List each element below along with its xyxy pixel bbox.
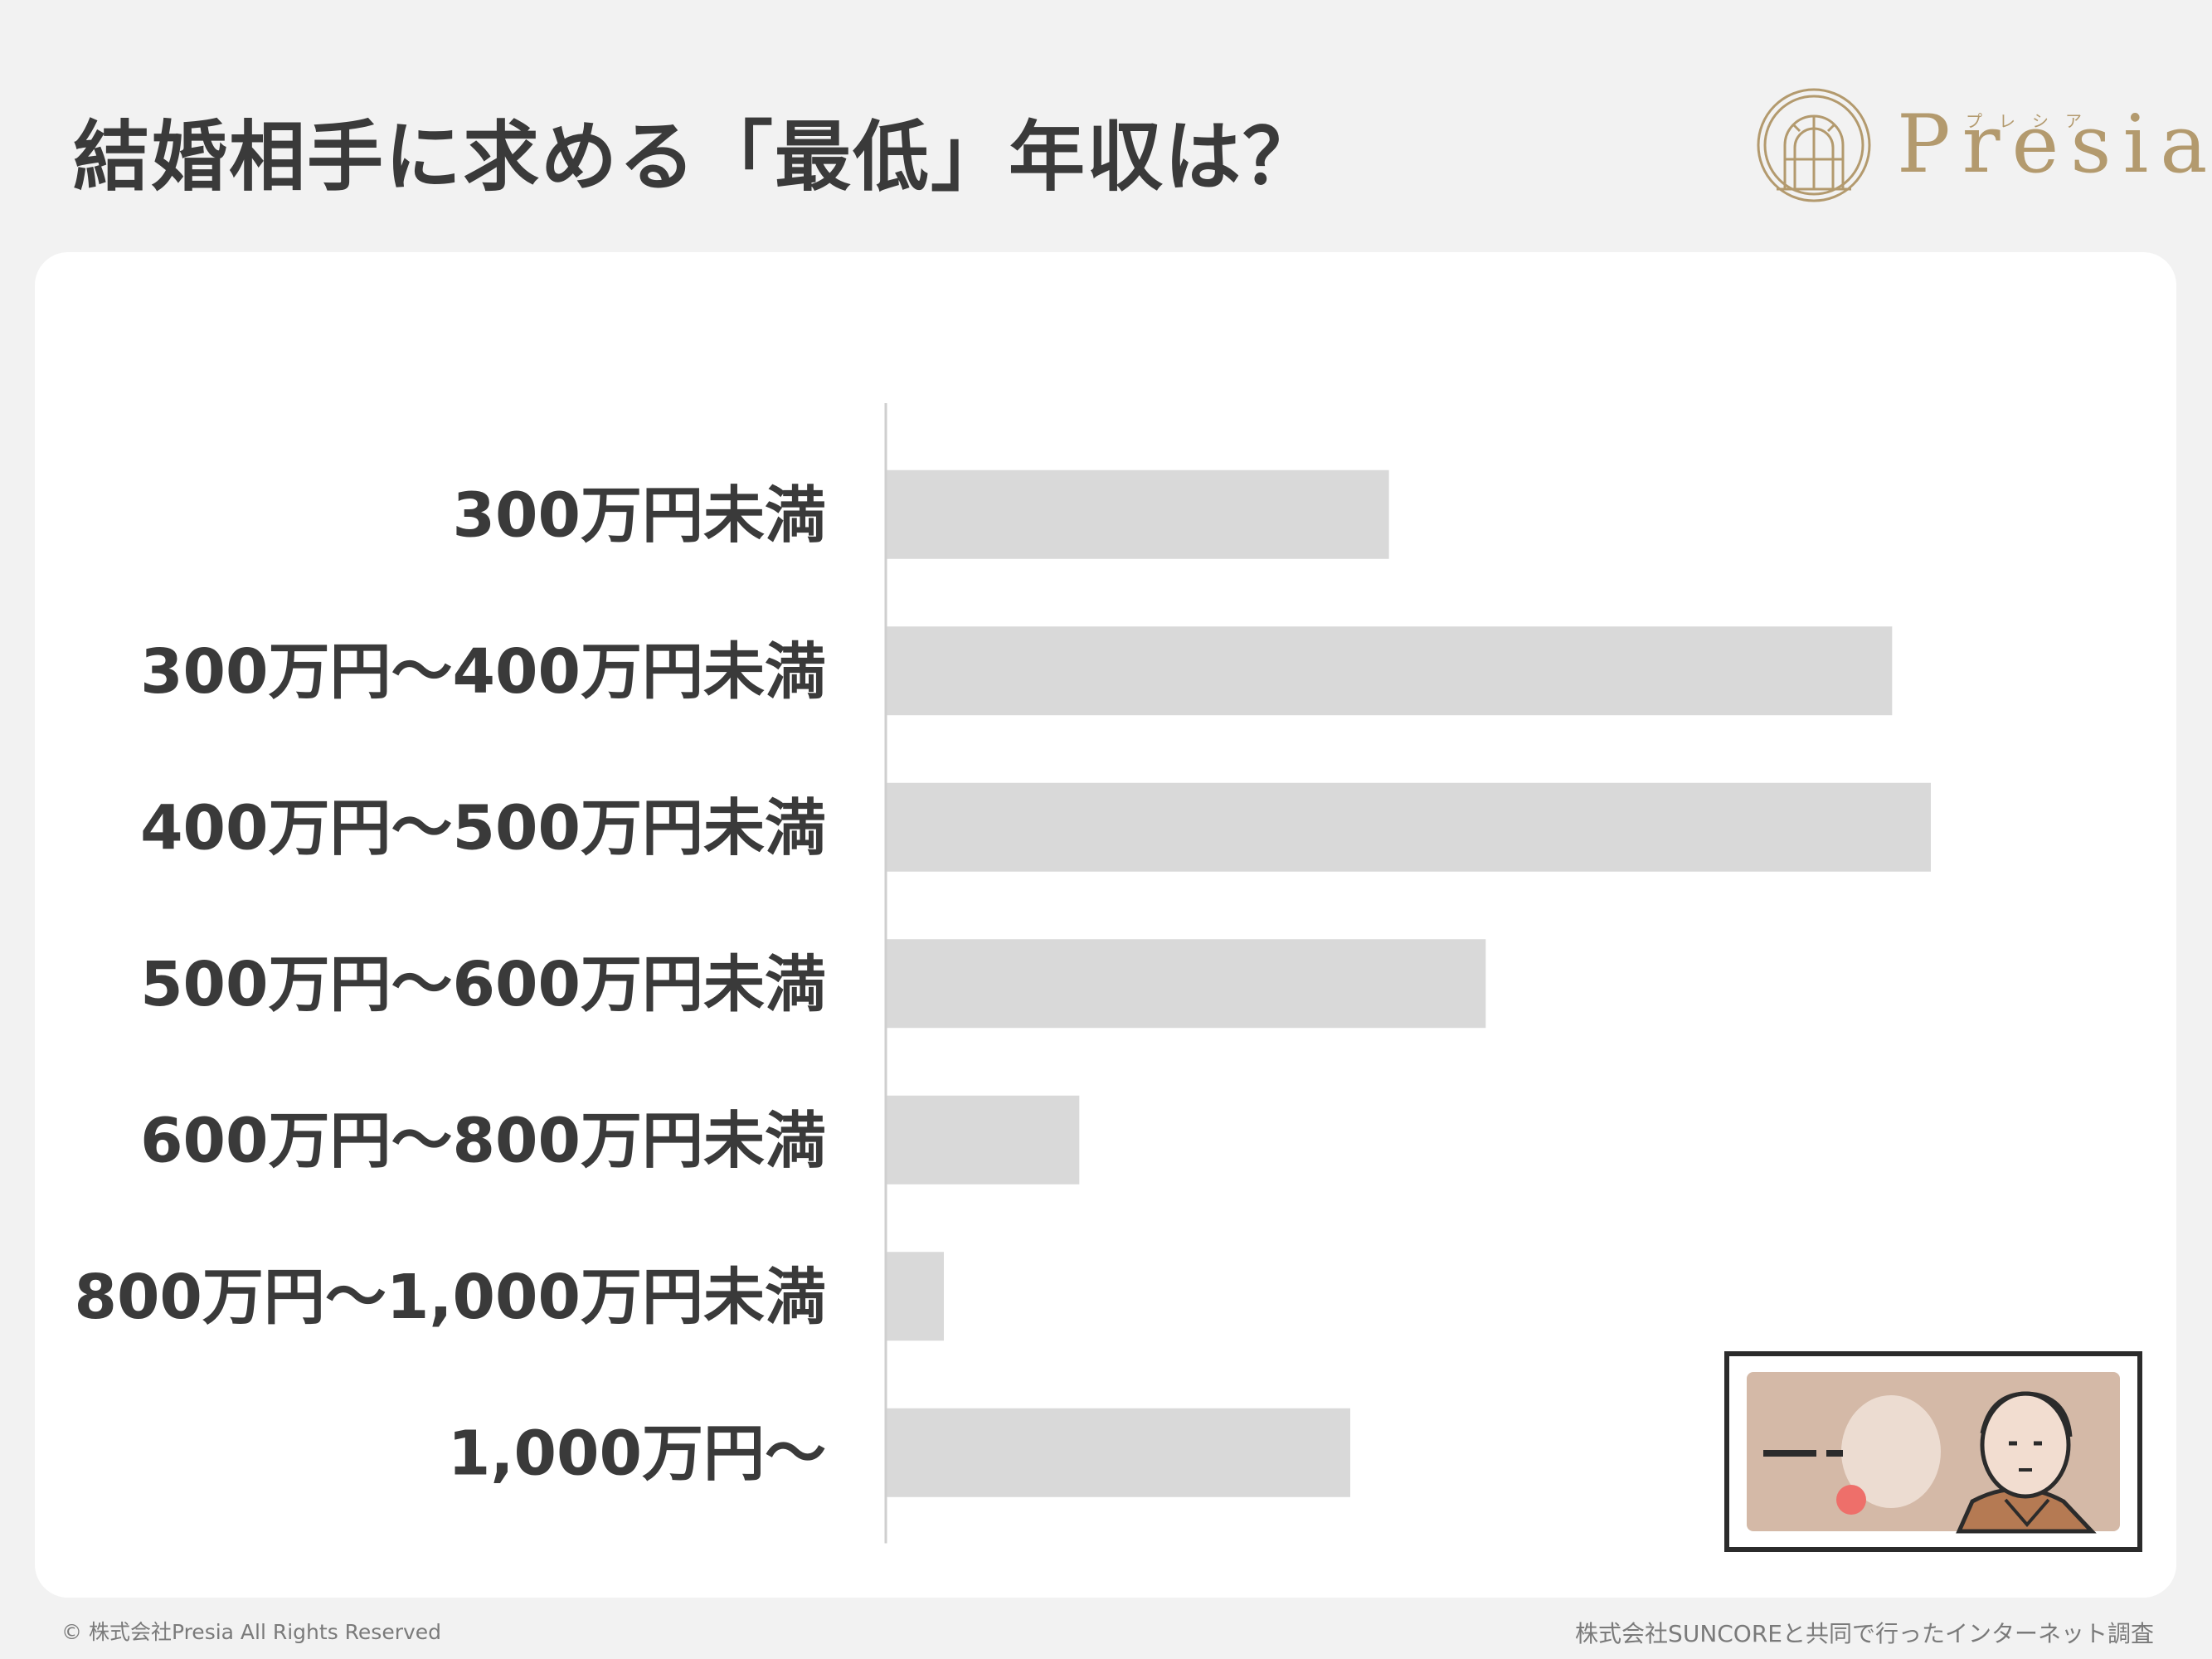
bar-2 [886, 782, 1931, 872]
presia-logo: プレシア Presia [1752, 83, 2208, 207]
source-note: 株式会社SUNCOREと共同で行ったインターネット調査 [1575, 1620, 2154, 1647]
banknote-icon [1724, 1351, 2142, 1552]
category-label-3: 500万円〜600万円未満 [140, 949, 826, 1020]
category-label-5: 800万円〜1,000万円未満 [74, 1262, 826, 1333]
bar-4 [886, 1095, 1080, 1185]
chart-card: 300万円未満 300万円〜400万円未満 400万円〜500万円未満 500万円〜6… [35, 252, 2176, 1598]
bar-1 [886, 626, 1893, 716]
bar-6 [886, 1408, 1350, 1497]
bar-0 [886, 469, 1389, 559]
bar-5 [886, 1252, 944, 1341]
logo-text: Presia [1897, 98, 2212, 191]
window-emblem-icon [1757, 88, 1871, 202]
category-label-0: 300万円未満 [453, 479, 826, 551]
logo-kana: プレシア [1966, 111, 2098, 131]
category-label-4: 600万円〜800万円未満 [140, 1105, 826, 1176]
bar-3 [886, 939, 1486, 1029]
copyright-text: © 株式会社Presia All Rights Reserved [61, 1620, 442, 1644]
category-label-2: 400万円〜500万円未満 [140, 792, 826, 864]
bar-chart: 300万円未満 300万円〜400万円未満 400万円〜500万円未満 500万円〜6… [74, 403, 2142, 1552]
category-label-6: 1,000万円〜 [448, 1418, 826, 1489]
page-title: 結婚相手に求める「最低」年収は？ [73, 113, 1321, 202]
category-label-1: 300万円〜400万円未満 [140, 636, 826, 708]
